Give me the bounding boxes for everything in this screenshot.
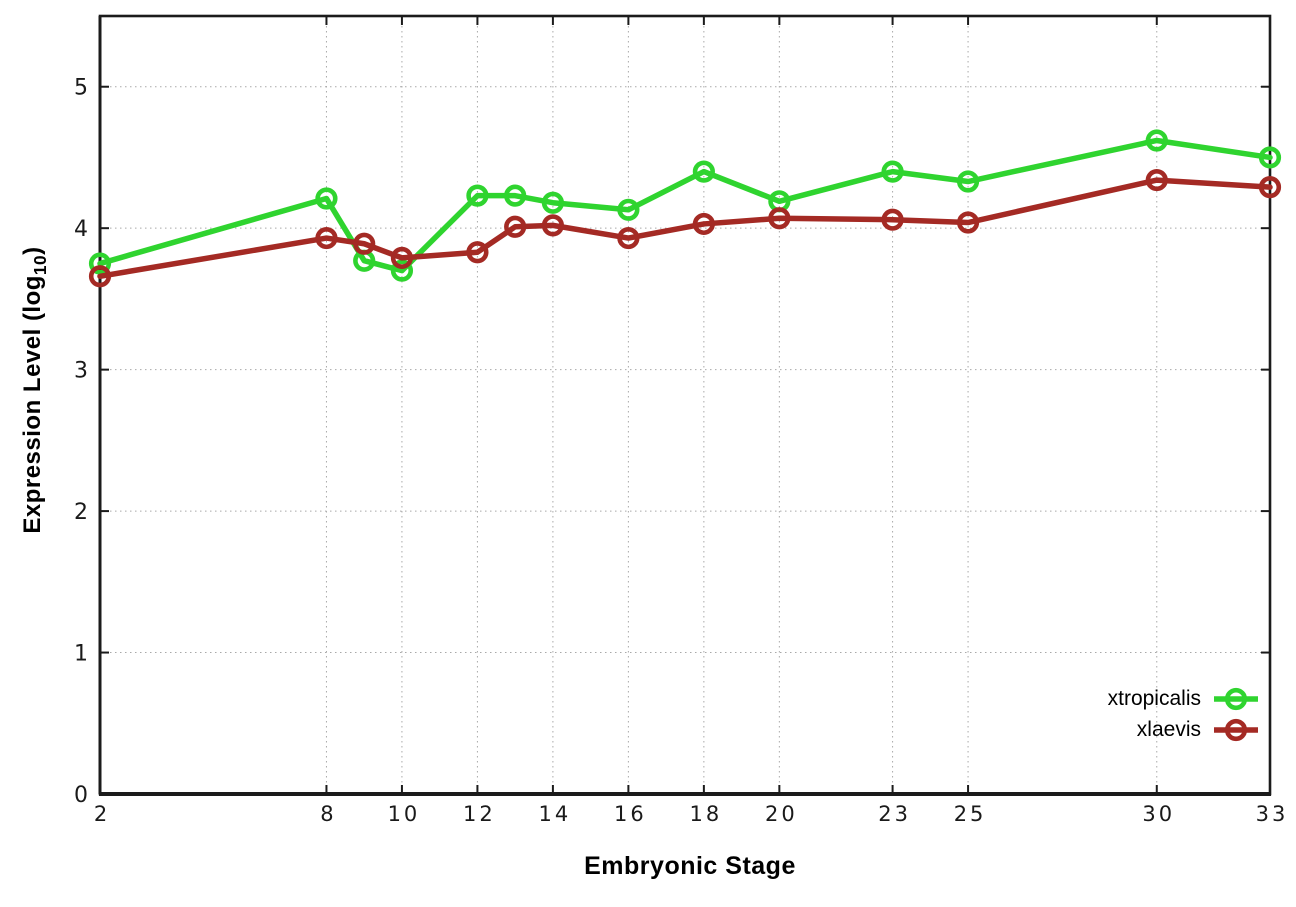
legend-entry-xlaevis: xlaevis <box>1108 715 1259 745</box>
data-point-xlaevis <box>541 214 565 237</box>
x-axis-title: Embryonic Stage <box>584 852 796 880</box>
x-tick-label: 18 <box>690 802 723 826</box>
plot-border <box>98 14 1272 796</box>
data-point-xtropicalis <box>881 160 904 183</box>
data-point-xtropicalis <box>390 259 414 282</box>
y-tick-label: 4 <box>74 217 88 242</box>
data-point-xlaevis <box>504 215 527 238</box>
data-point-xtropicalis <box>617 198 640 221</box>
data-point-xlaevis <box>88 265 112 288</box>
data-point-xlaevis <box>956 211 980 234</box>
data-point-xtropicalis <box>956 170 980 193</box>
y-axis-title: Expression Level (log10) <box>19 246 50 534</box>
x-tick-label: 14 <box>539 802 572 826</box>
x-tick-label: 33 <box>1256 802 1289 826</box>
line-circle-marker-icon <box>1214 687 1258 711</box>
data-point-xlaevis <box>315 226 338 250</box>
x-tick-label: 8 <box>320 802 336 826</box>
line-circle-marker-icon <box>1214 718 1258 742</box>
data-point-xlaevis <box>390 246 414 269</box>
y-tick-label: 0 <box>74 783 88 808</box>
x-tick-label: 30 <box>1142 802 1175 826</box>
y-tick-label: 3 <box>74 359 88 384</box>
legend-entry-xtropicalis: xtropicalis <box>1108 684 1259 714</box>
data-point-xlaevis <box>1258 176 1282 199</box>
x-tick-label: 20 <box>765 802 798 826</box>
data-point-xtropicalis <box>466 184 489 207</box>
y-axis-title-suffix: ) <box>19 246 46 255</box>
data-point-xlaevis <box>353 232 376 255</box>
data-point-xtropicalis <box>692 160 715 183</box>
data-point-xlaevis <box>692 212 715 236</box>
data-point-xlaevis <box>881 208 904 231</box>
y-tick-label: 5 <box>74 76 88 101</box>
data-point-xlaevis <box>768 207 791 230</box>
legend-label: xlaevis <box>1136 718 1201 741</box>
x-tick-label: 12 <box>463 802 496 826</box>
series-line-xtropicalis <box>97 137 1273 274</box>
data-point-xtropicalis <box>88 252 112 275</box>
data-point-xtropicalis <box>1145 129 1168 152</box>
x-tick-label: 23 <box>878 802 911 826</box>
data-point-xlaevis <box>466 241 489 264</box>
data-point-xlaevis <box>617 226 640 250</box>
data-point-xtropicalis <box>1258 146 1282 169</box>
data-point-xtropicalis <box>504 184 527 207</box>
legend-label: xtropicalis <box>1107 687 1201 710</box>
x-tick-label: 16 <box>614 802 647 826</box>
y-axis-title-subscript: 10 <box>29 254 50 276</box>
x-tick-label: 25 <box>954 802 987 826</box>
x-tick-label: 2 <box>94 802 110 826</box>
data-point-xtropicalis <box>541 191 565 214</box>
y-tick-label: 1 <box>74 642 88 667</box>
y-axis-title-text: Expression Level (log <box>19 275 46 534</box>
legend: xtropicalis xlaevis <box>1108 684 1259 745</box>
data-point-xlaevis <box>1145 168 1168 192</box>
x-tick-label: 10 <box>388 802 421 826</box>
y-tick-label: 2 <box>74 500 88 525</box>
data-point-xtropicalis <box>315 187 338 210</box>
